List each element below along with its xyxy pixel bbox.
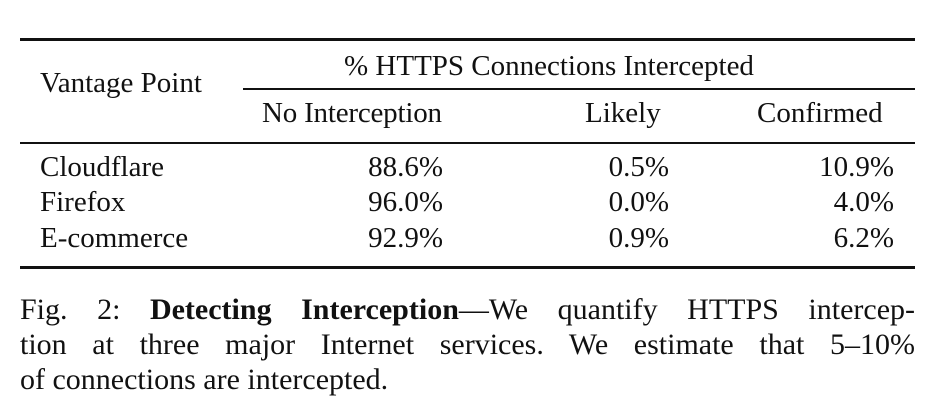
caption-prefix: Fig. 2:: [20, 293, 150, 326]
column-header-no-interception: No Interception: [262, 97, 442, 129]
https-connections-intercepted-header: % HTTPS Connections Intercepted: [344, 50, 754, 82]
cloudflare-likely-value: 0.5%: [608, 151, 669, 183]
ecommerce-confirmed-value: 6.2%: [833, 222, 894, 254]
firefox-confirmed-value: 4.0%: [833, 186, 894, 218]
caption-dash: —: [458, 293, 489, 326]
firefox-no-interception-value: 96.0%: [368, 186, 443, 218]
row-label-ecommerce: E-commerce: [40, 222, 189, 254]
firefox-likely-value: 0.0%: [608, 186, 669, 218]
caption-line-3: of connections are intercepted.: [20, 363, 389, 396]
table-top-rule: [20, 38, 915, 41]
table-bottom-rule: [20, 266, 915, 269]
row-label-cloudflare: Cloudflare: [40, 151, 165, 183]
vantage-point-header: Vantage Point: [40, 67, 202, 99]
column-header-likely: Likely: [585, 97, 661, 129]
ecommerce-no-interception-value: 92.9%: [368, 222, 443, 254]
group-header-rule: [243, 88, 915, 90]
figure-caption: Fig. 2: Detecting Interception—We quanti…: [20, 292, 915, 397]
caption-line-2: tion at three major Internet services. W…: [20, 328, 915, 361]
cloudflare-no-interception-value: 88.6%: [368, 151, 443, 183]
column-header-confirmed: Confirmed: [757, 97, 883, 129]
row-label-firefox: Firefox: [40, 186, 126, 218]
caption-line-1-rest: We quantify HTTPS intercep-: [488, 293, 915, 326]
ecommerce-likely-value: 0.9%: [608, 222, 669, 254]
header-body-rule: [20, 142, 915, 144]
cloudflare-confirmed-value: 10.9%: [819, 151, 894, 183]
caption-line-1: Fig. 2: Detecting Interception—We quanti…: [20, 292, 915, 327]
caption-bold-title: Detecting Interception: [149, 293, 459, 326]
